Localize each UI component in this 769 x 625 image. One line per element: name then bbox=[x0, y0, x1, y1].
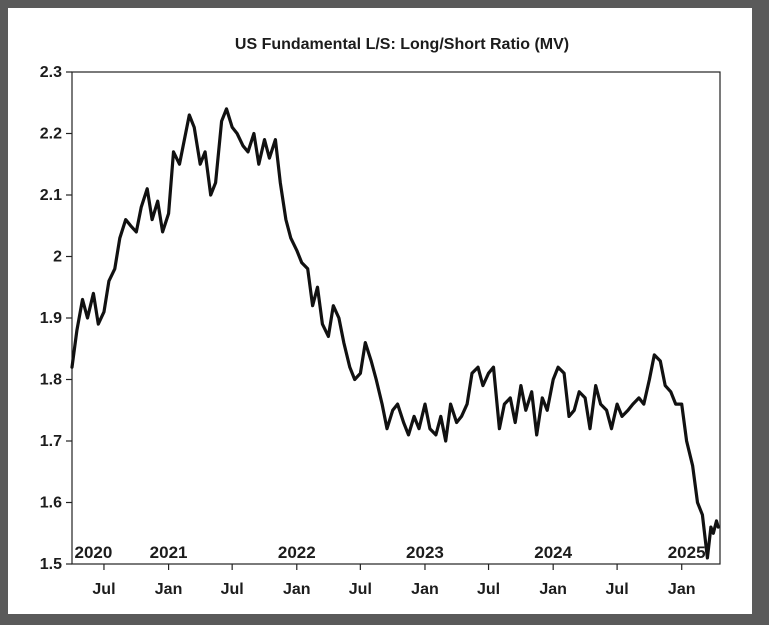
x-tick-label: Jul bbox=[477, 581, 500, 598]
plot-area bbox=[71, 71, 721, 565]
year-labels: 2020 2021 2022 2023 2024 2025 bbox=[75, 543, 706, 562]
series-group bbox=[70, 107, 720, 560]
y-tick-label: 2 bbox=[53, 249, 62, 266]
x-axis: Jul Jan Jul Jan Jul Jan Jul Jan Jul Jan bbox=[92, 564, 696, 598]
y-tick-label: 2.3 bbox=[40, 64, 62, 81]
x-tick-label: Jul bbox=[221, 581, 244, 598]
y-tick-label: 1.8 bbox=[40, 372, 62, 389]
line-chart: US Fundamental L/S: Long/Short Ratio (MV… bbox=[40, 36, 721, 598]
year-label: 2022 bbox=[278, 543, 316, 562]
series-line bbox=[70, 107, 720, 560]
year-label: 2023 bbox=[406, 543, 444, 562]
x-tick-label: Jul bbox=[92, 581, 115, 598]
x-tick-label: Jan bbox=[668, 581, 696, 598]
y-tick-label: 1.9 bbox=[40, 310, 62, 327]
x-tick-label: Jan bbox=[155, 581, 183, 598]
y-tick-label: 1.6 bbox=[40, 495, 62, 512]
x-tick-label: Jan bbox=[539, 581, 567, 598]
x-tick-label: Jan bbox=[411, 581, 439, 598]
x-tick-label: Jul bbox=[349, 581, 372, 598]
y-tick-label: 1.5 bbox=[40, 556, 62, 573]
y-tick-label: 1.7 bbox=[40, 433, 62, 450]
year-label: 2021 bbox=[150, 543, 188, 562]
x-tick-label: Jan bbox=[283, 581, 311, 598]
year-label: 2024 bbox=[534, 543, 572, 562]
year-label: 2020 bbox=[75, 543, 113, 562]
x-tick-label: Jul bbox=[606, 581, 629, 598]
y-tick-label: 2.1 bbox=[40, 187, 62, 204]
y-tick-label: 2.2 bbox=[40, 126, 62, 143]
chart-frame: US Fundamental L/S: Long/Short Ratio (MV… bbox=[8, 8, 752, 614]
chart-title: US Fundamental L/S: Long/Short Ratio (MV… bbox=[235, 36, 569, 53]
year-label: 2025 bbox=[668, 543, 706, 562]
y-axis: 1.5 1.6 1.7 1.8 1.9 2 2.1 2.2 2.3 bbox=[40, 64, 72, 573]
